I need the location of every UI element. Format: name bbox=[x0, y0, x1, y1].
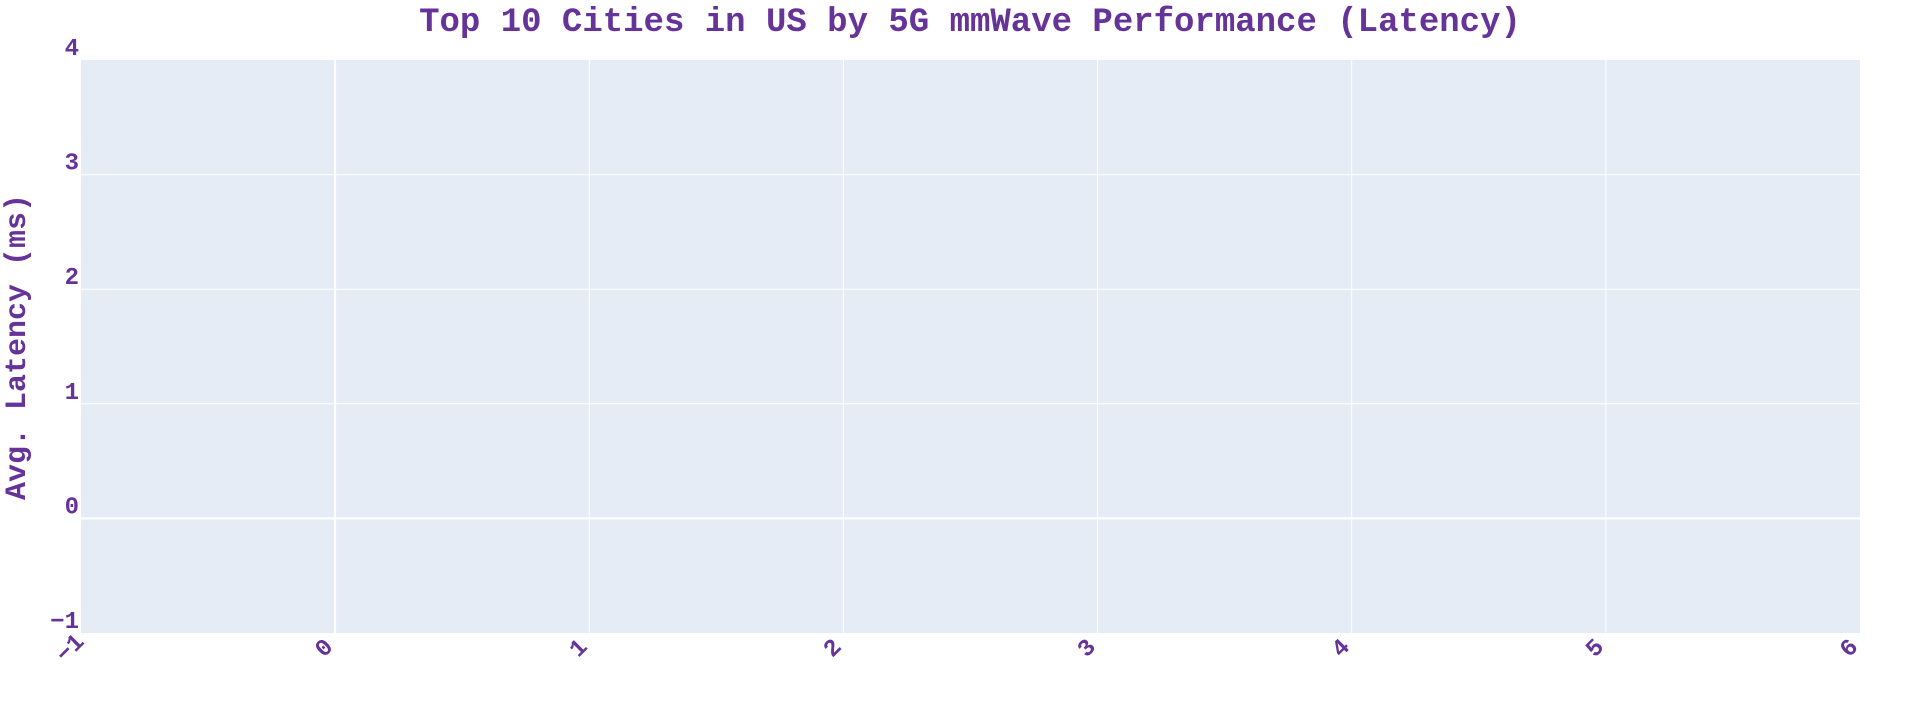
x-tick-label: 2 bbox=[819, 634, 848, 663]
x-tick-label: 4 bbox=[1327, 634, 1356, 663]
y-gridlines bbox=[81, 174, 1860, 520]
x-tick-label: 6 bbox=[1835, 634, 1864, 663]
y-tick-label: 4 bbox=[65, 36, 79, 63]
y-axis-title: Avg. Latency (ms) bbox=[1, 194, 35, 500]
y-tick-label: 0 bbox=[65, 494, 79, 521]
x-tick-labels: −1 0 1 2 3 4 5 6 bbox=[51, 629, 1864, 668]
chart-title: Top 10 Cities in US by 5G mmWave Perform… bbox=[419, 4, 1521, 42]
y-tick-label: −1 bbox=[50, 609, 79, 636]
x-tick-label: 5 bbox=[1581, 634, 1610, 663]
y-tick-labels: −1 0 1 2 3 4 bbox=[50, 36, 79, 636]
x-tick-label: 0 bbox=[311, 634, 340, 663]
y-tick-label: 3 bbox=[65, 151, 79, 178]
y-tick-label: 2 bbox=[65, 265, 79, 292]
y-tick-label: 1 bbox=[65, 380, 79, 407]
x-tick-label: 3 bbox=[1073, 634, 1102, 663]
x-gridlines bbox=[334, 60, 1607, 633]
plot-area bbox=[81, 60, 1860, 633]
x-tick-label: 1 bbox=[565, 634, 594, 663]
